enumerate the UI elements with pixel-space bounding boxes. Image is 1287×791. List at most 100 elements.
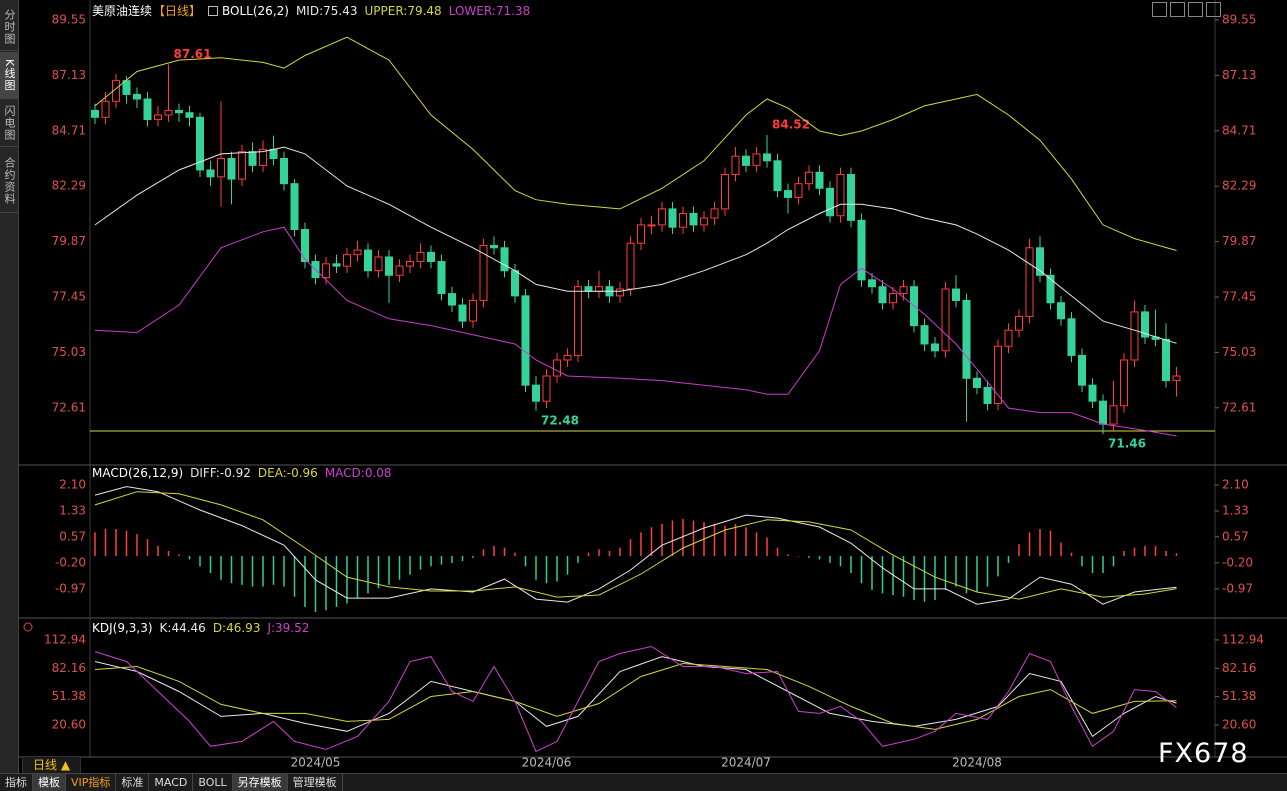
macd-bar bbox=[1165, 551, 1167, 557]
candle-body bbox=[952, 288, 960, 301]
y-tick-label: 87.13 bbox=[52, 68, 86, 82]
macd-bar bbox=[1175, 553, 1178, 557]
macd-bar bbox=[451, 556, 453, 563]
tool-button[interactable] bbox=[1170, 2, 1185, 17]
macd-bar bbox=[766, 537, 768, 557]
y-tick-label: 84.71 bbox=[52, 123, 86, 137]
candle-body bbox=[185, 112, 194, 118]
macd-bar bbox=[619, 547, 621, 557]
y-tick-label: -0.97 bbox=[55, 581, 86, 595]
macd-bar bbox=[839, 556, 842, 567]
macd-bar bbox=[734, 523, 737, 557]
bottom-tab[interactable]: 标准 bbox=[116, 774, 150, 791]
macd-bar bbox=[1060, 542, 1062, 557]
legend-entry: DEA:-0.96 bbox=[257, 466, 318, 480]
sidebar-tab[interactable]: K线图 bbox=[0, 52, 18, 99]
candle-body bbox=[101, 100, 110, 118]
watermark: FX678 bbox=[1158, 738, 1249, 769]
y-tick-label: 20.60 bbox=[52, 718, 86, 732]
candle-body bbox=[448, 293, 456, 306]
panel-header: KDJ(9,3,3) K:44.46 D:46.93 J:39.52 bbox=[92, 621, 309, 635]
extreme-label: 87.61 bbox=[174, 47, 212, 61]
macd-bar bbox=[535, 556, 537, 580]
kdj-icon bbox=[23, 622, 33, 632]
candle-body bbox=[857, 219, 866, 281]
legend-entry: UPPER:79.48 bbox=[364, 3, 442, 18]
bottom-tab[interactable]: BOLL bbox=[193, 774, 233, 791]
candle-body bbox=[1004, 329, 1013, 347]
bottom-tab[interactable]: 指标 bbox=[0, 774, 33, 791]
macd-bar bbox=[776, 547, 779, 557]
bottom-tab[interactable]: 管理模板 bbox=[288, 774, 343, 791]
macd-bar bbox=[251, 556, 254, 587]
macd-bar bbox=[608, 551, 611, 557]
indicator-line bbox=[94, 486, 1177, 605]
macd-bar bbox=[577, 556, 579, 563]
candle-body bbox=[1162, 338, 1170, 382]
candle-body bbox=[763, 153, 771, 162]
macd-bar bbox=[94, 532, 96, 557]
macd-bar bbox=[944, 556, 947, 590]
y-tick-label-right: 79.87 bbox=[1222, 234, 1256, 248]
tool-button[interactable] bbox=[1188, 2, 1203, 17]
y-tick-label-right: 1.33 bbox=[1222, 504, 1249, 518]
sidebar-tab[interactable]: 分时图 bbox=[0, 4, 18, 51]
legend-entry: J:39.52 bbox=[267, 621, 310, 635]
tool-button[interactable] bbox=[1206, 2, 1221, 17]
candle-body bbox=[826, 187, 834, 217]
candle-body bbox=[290, 183, 299, 230]
macd-bar bbox=[682, 518, 684, 557]
macd-bar bbox=[1007, 556, 1010, 563]
sidebar-tab[interactable]: 闪电图 bbox=[0, 100, 18, 147]
macd-bar bbox=[892, 556, 894, 596]
period-button[interactable]: 日线 ▲ bbox=[22, 756, 82, 774]
y-tick-label: 79.87 bbox=[52, 234, 86, 248]
macd-bar bbox=[241, 556, 243, 585]
candle-body bbox=[658, 208, 666, 226]
bottom-tab[interactable]: 另存模板 bbox=[232, 774, 288, 791]
macd-bar bbox=[1028, 532, 1031, 557]
candle-body bbox=[574, 286, 582, 356]
macd-bar bbox=[1039, 528, 1041, 557]
candle-body bbox=[616, 288, 624, 297]
candle-body bbox=[1036, 247, 1044, 276]
macd-bar bbox=[650, 527, 653, 557]
bottom-tab[interactable]: 模板 bbox=[33, 774, 66, 791]
macd-bar bbox=[104, 528, 107, 557]
macd-bar bbox=[440, 556, 443, 565]
macd-bar bbox=[545, 556, 548, 584]
candle-body bbox=[490, 245, 498, 249]
macd-bar bbox=[1049, 530, 1052, 557]
candle-body bbox=[175, 109, 183, 114]
toolbar bbox=[1152, 2, 1221, 17]
candle-body bbox=[217, 158, 225, 178]
macd-bar bbox=[661, 523, 663, 557]
legend-entry: DIFF:-0.92 bbox=[190, 466, 251, 480]
candle-body bbox=[280, 158, 288, 185]
macd-bar bbox=[1133, 547, 1136, 557]
macd-bar bbox=[430, 556, 432, 567]
candle-body bbox=[637, 224, 645, 244]
candle-body bbox=[721, 174, 729, 210]
sidebar-tab[interactable]: 合约资料 bbox=[0, 150, 18, 213]
bottom-tab[interactable]: MACD bbox=[149, 774, 194, 791]
macd-bar bbox=[419, 556, 422, 570]
candle-body bbox=[815, 171, 824, 189]
y-tick-label: 77.45 bbox=[52, 290, 86, 304]
bottom-tab[interactable]: VIP指标 bbox=[66, 774, 117, 791]
candle-body bbox=[689, 212, 698, 226]
candle-body bbox=[899, 286, 908, 295]
candle-body bbox=[374, 256, 383, 272]
indicator-line bbox=[94, 662, 1177, 730]
macd-bar bbox=[461, 556, 464, 562]
macd-bar bbox=[1091, 556, 1094, 574]
candle-body bbox=[805, 171, 813, 185]
macd-bar bbox=[671, 520, 674, 557]
sidebar: 分时图 K线图 闪电图 合约资料 bbox=[0, 0, 19, 773]
macd-bar bbox=[1123, 551, 1125, 557]
macd-bar bbox=[871, 556, 873, 590]
legend-entry: D:46.93 bbox=[212, 621, 261, 635]
y-tick-label-right: 77.45 bbox=[1222, 290, 1256, 304]
candle-body bbox=[1057, 302, 1065, 320]
tool-button[interactable] bbox=[1152, 2, 1167, 17]
